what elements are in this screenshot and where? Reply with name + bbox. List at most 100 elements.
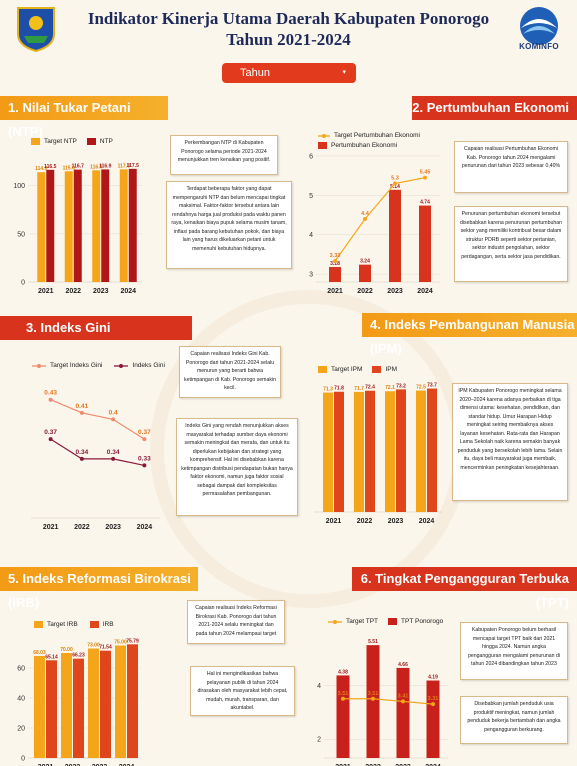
regency-emblem-logo xyxy=(17,7,55,53)
y-tick-label-pe: 6 xyxy=(309,153,313,160)
bar-irb-1-1 xyxy=(73,658,84,758)
data-label-gini-1-1: 0.34 xyxy=(76,449,89,456)
data-label-pe-1-3: 4.74 xyxy=(420,200,430,206)
point-gini-0-1 xyxy=(79,410,84,415)
y-tick-label-tpt: 4 xyxy=(317,683,321,690)
legend-swatch-pe xyxy=(318,142,327,149)
data-label-gini-0-3: 0.37 xyxy=(138,429,151,436)
series-line-gini-1 xyxy=(50,438,145,467)
series-line-gini-0 xyxy=(50,399,145,440)
y-tick-label-pe: 4 xyxy=(309,232,313,239)
data-label-irb-1-1: 66.23 xyxy=(72,653,85,659)
y-tick-label-ntp: 0 xyxy=(21,280,25,287)
bar-irb-0-3 xyxy=(115,645,126,758)
kominfo-logo xyxy=(520,7,558,45)
data-label-tpt-1-1: 5.51 xyxy=(368,639,378,645)
legend-swatch-ntp xyxy=(86,138,96,145)
legend-tpt: Target TPT TPT Ponorogo xyxy=(328,618,443,625)
legend-ipm: Target IPM IPM xyxy=(318,366,397,373)
bar-pe-1-2 xyxy=(389,189,401,282)
bar-pe-1-0 xyxy=(329,267,341,282)
bar-irb-1-0 xyxy=(46,660,57,758)
data-label-pe-0-3: 5.45 xyxy=(420,170,431,176)
legend-swatch-irb xyxy=(89,621,99,628)
bar-ntp-0-0 xyxy=(37,172,46,282)
note-gini-explanation: Indeks Gini yang rendah menunjukkan akse… xyxy=(176,418,298,516)
series-line-tpt-0 xyxy=(343,698,434,705)
series-line-pe-0 xyxy=(334,177,426,262)
x-tick-label-gini: 2024 xyxy=(137,524,153,531)
legend-label-ntp: NTP xyxy=(99,138,113,145)
year-filter-label: Tahun xyxy=(240,67,270,79)
bar-ntp-1-2 xyxy=(101,169,110,282)
data-label-pe-1-1: 3.24 xyxy=(360,259,370,265)
x-tick-label-ntp: 2024 xyxy=(120,288,136,295)
legend-label-gini: Indeks Gini xyxy=(132,362,165,369)
x-tick-label-pe: 2023 xyxy=(387,288,403,295)
data-label-irb-1-2: 71.54 xyxy=(99,645,112,651)
data-label-ntp-0-1: 115.0 xyxy=(63,165,75,171)
chevron-down-icon: ▾ xyxy=(342,69,346,76)
data-label-tpt-1-0: 4.38 xyxy=(338,669,348,675)
note-pe-realization: Capaian realisasi Pertumbuhan Ekonomi Ka… xyxy=(454,141,568,193)
legend-label-target-ipm: Target IPM xyxy=(331,366,363,373)
data-label-pe-0-0: 3.33 xyxy=(330,253,341,259)
legend-label-target-ntp: Target NTP xyxy=(44,138,77,145)
legend-label-ipm: IPM xyxy=(385,366,397,373)
kominfo-logo-text: KOMINFO xyxy=(519,42,559,51)
bar-ntp-0-1 xyxy=(64,171,73,282)
bar-tpt-1-1 xyxy=(366,645,380,758)
year-filter-dropdown[interactable]: Tahun ▾ xyxy=(222,63,356,83)
note-ipm-explanation: IPM Kabupaten Ponorogo meningkat selama … xyxy=(452,383,568,501)
data-label-gini-0-2: 0.4 xyxy=(109,409,118,416)
bar-irb-0-1 xyxy=(61,653,72,758)
bar-irb-0-2 xyxy=(88,648,99,758)
legend-line-target-gini xyxy=(32,363,46,368)
section-title-gini: 3. Indeks Gini xyxy=(0,316,192,340)
y-tick-label-tpt: 2 xyxy=(317,737,321,744)
data-label-tpt-0-2: 3.41 xyxy=(398,693,409,699)
section-title-tpt: 6. Tingkat Pengangguran Terbuka (TPT) xyxy=(352,567,577,610)
x-tick-label-gini: 2023 xyxy=(105,524,121,531)
legend-label-irb: IRB xyxy=(102,621,114,628)
bar-ntp-0-3 xyxy=(119,169,128,282)
point-tpt-0-3 xyxy=(431,702,435,707)
data-label-tpt-1-3: 4.19 xyxy=(428,675,438,681)
section-title-economic-growth: 2. Pertumbuhan Ekonomi xyxy=(412,96,577,120)
bar-ntp-0-2 xyxy=(92,170,101,282)
data-label-pe-0-1: 4.4 xyxy=(361,211,370,217)
x-tick-label-pe: 2024 xyxy=(417,288,433,295)
data-label-tpt-0-3: 3.31 xyxy=(428,696,439,702)
y-tick-label-ntp: 100 xyxy=(13,183,25,190)
data-label-tpt-0-1: 3.51 xyxy=(368,691,379,697)
note-pe-cause: Penurunan pertumbuhan ekonomi tersebut d… xyxy=(454,206,568,282)
bar-tpt-1-0 xyxy=(336,675,350,758)
data-label-ntp-1-2: 116.9 xyxy=(99,163,111,169)
legend-label-target-tpt: Target TPT xyxy=(346,618,379,625)
point-tpt-0-0 xyxy=(341,696,345,701)
legend-swatch-target-ntp xyxy=(31,138,40,145)
y-tick-label-ntp: 50 xyxy=(17,231,25,238)
bar-irb-1-2 xyxy=(100,650,111,758)
x-tick-label-pe: 2022 xyxy=(357,288,373,295)
point-gini-1-1 xyxy=(79,456,84,461)
page-title-line1: Indikator Kinerja Utama Daerah Kabupaten… xyxy=(87,9,490,28)
bar-irb-1-3 xyxy=(127,644,138,758)
data-label-tpt-0-0: 3.51 xyxy=(338,691,349,697)
data-label-gini-1-0: 0.37 xyxy=(44,429,57,436)
data-label-irb-0-0: 68.03 xyxy=(33,650,46,656)
legend-label-tpt: TPT Ponorogo xyxy=(401,618,444,625)
bar-ntp-1-3 xyxy=(128,168,137,282)
y-tick-label-irb: 20 xyxy=(17,726,25,733)
x-tick-label-ntp: 2021 xyxy=(38,288,54,295)
data-label-irb-0-1: 70.00 xyxy=(60,647,73,653)
page-header: Indikator Kinerja Utama Daerah Kabupaten… xyxy=(0,0,577,58)
data-label-ntp-1-3: 117.5 xyxy=(127,163,139,169)
y-tick-label-pe: 5 xyxy=(309,193,313,200)
legend-item-pe: Pertumbuhan Ekonomi xyxy=(318,142,397,149)
point-gini-1-3 xyxy=(142,463,147,468)
section-title-ipm: 4. Indeks Pembangunan Manusia (IPM) xyxy=(362,313,577,356)
note-irb-realization: Capaian realisasi Indeks Reformasi Birok… xyxy=(187,600,285,644)
legend-label-target-pe: Target Pertumbuhan Ekonomi xyxy=(334,132,420,139)
legend-line-gini xyxy=(114,363,129,368)
